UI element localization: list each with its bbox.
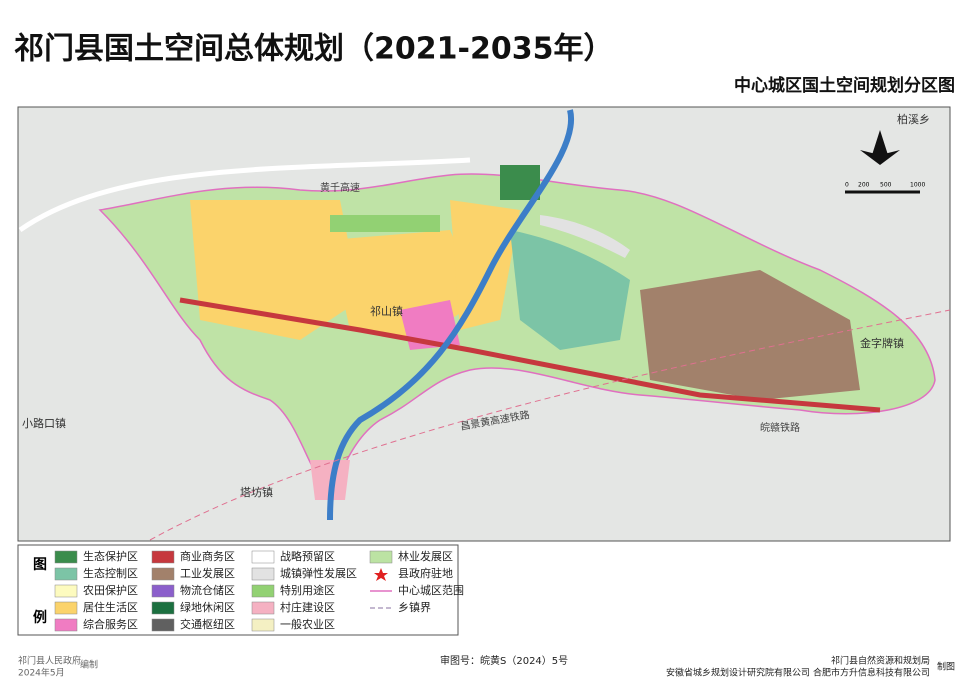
legend-label: 农田保护区	[83, 583, 138, 597]
legend-label: 生态控制区	[83, 566, 138, 580]
legend-swatch	[151, 550, 175, 564]
map: 柏溪乡 黄千高速 祁山镇 金字牌镇 小路口镇 塔坊镇 皖赣铁路 昌景黄高速铁路 …	[17, 106, 951, 542]
legend-swatch	[251, 618, 275, 632]
legend-swatch	[251, 567, 275, 581]
footer-right: 安徽省城乡规划设计研究院有限公司	[666, 667, 810, 679]
legend-label: 绿地休闲区	[180, 600, 235, 614]
legend-label: 交通枢纽区	[180, 617, 235, 631]
legend-label: 城镇弹性发展区	[280, 566, 357, 580]
subtitle: 中心城区国土空间规划分区图	[734, 75, 955, 96]
legend-label: 居住生活区	[83, 600, 138, 614]
legend-star	[374, 568, 388, 581]
legend-label: 工业发展区	[180, 566, 235, 580]
legend-label: 县政府驻地	[398, 566, 453, 580]
footer-left: 编制	[80, 659, 98, 671]
scale-label: 500	[880, 182, 892, 189]
place-label: 小路口镇	[22, 416, 66, 430]
legend-label: 生态保护区	[83, 549, 138, 563]
ecology-protection	[500, 165, 540, 200]
legend-label: 物流仓储区	[180, 583, 235, 597]
legend-swatch	[54, 584, 78, 598]
residential-east	[450, 200, 520, 330]
legend-swatch	[54, 567, 78, 581]
railway	[149, 309, 951, 541]
footer-center: 审图号：皖黄S（2024）5号	[440, 654, 568, 667]
place-label: 金字牌镇	[860, 336, 904, 350]
scale-label: 1000	[910, 182, 925, 189]
footer-left: 祁门县人民政府	[18, 655, 81, 667]
legend-label: 综合服务区	[83, 617, 138, 631]
legend-label: 特别用途区	[280, 583, 335, 597]
footer-right: 合肥市方升信息科技有限公司	[813, 667, 930, 679]
legend-swatch	[251, 601, 275, 615]
residential-west	[190, 200, 360, 340]
place-label: 柏溪乡	[897, 112, 930, 126]
river	[327, 109, 575, 521]
footer-left: 2024年5月	[18, 667, 65, 679]
ecology-control	[510, 230, 630, 350]
commercial-strip	[179, 297, 881, 413]
footer-right: 祁门县自然资源和规划局	[831, 655, 930, 667]
legend-label: 一般农业区	[280, 617, 335, 631]
legend-swatch	[151, 567, 175, 581]
industrial	[640, 270, 860, 400]
legend-heading: 图	[33, 557, 47, 573]
legend-swatch	[251, 550, 275, 564]
legend-swatch	[54, 601, 78, 615]
legend-label: 村庄建设区	[280, 600, 335, 614]
legend-heading: 例	[33, 609, 47, 626]
legend-label: 战略预留区	[280, 549, 335, 563]
legend-swatch	[251, 584, 275, 598]
road-label: 黄千高速	[320, 181, 360, 194]
scale-label: 200	[858, 182, 870, 189]
legend-swatch	[151, 618, 175, 632]
legend-label: 中心城区范围	[398, 583, 464, 597]
legend-swatch	[151, 584, 175, 598]
legend-swatch	[369, 550, 393, 564]
scale-label: 0	[845, 182, 849, 189]
north-arrow	[860, 130, 900, 165]
legend-label: 乡镇界	[398, 600, 431, 614]
elastic-development	[540, 215, 630, 258]
legend-label: 林业发展区	[398, 549, 453, 563]
legend-swatch	[54, 550, 78, 564]
legend-swatch	[151, 601, 175, 615]
footer-right: 制图	[937, 661, 955, 673]
place-label: 祁山镇	[370, 304, 403, 318]
highway	[18, 157, 471, 233]
special-use	[330, 215, 440, 232]
title: 祁门县国土空间总体规划（2021-2035年）	[14, 32, 613, 67]
place-label: 塔坊镇	[240, 485, 273, 499]
legend-label: 商业商务区	[180, 549, 235, 563]
legend-swatch	[54, 618, 78, 632]
road-label: 皖赣铁路	[760, 421, 800, 434]
